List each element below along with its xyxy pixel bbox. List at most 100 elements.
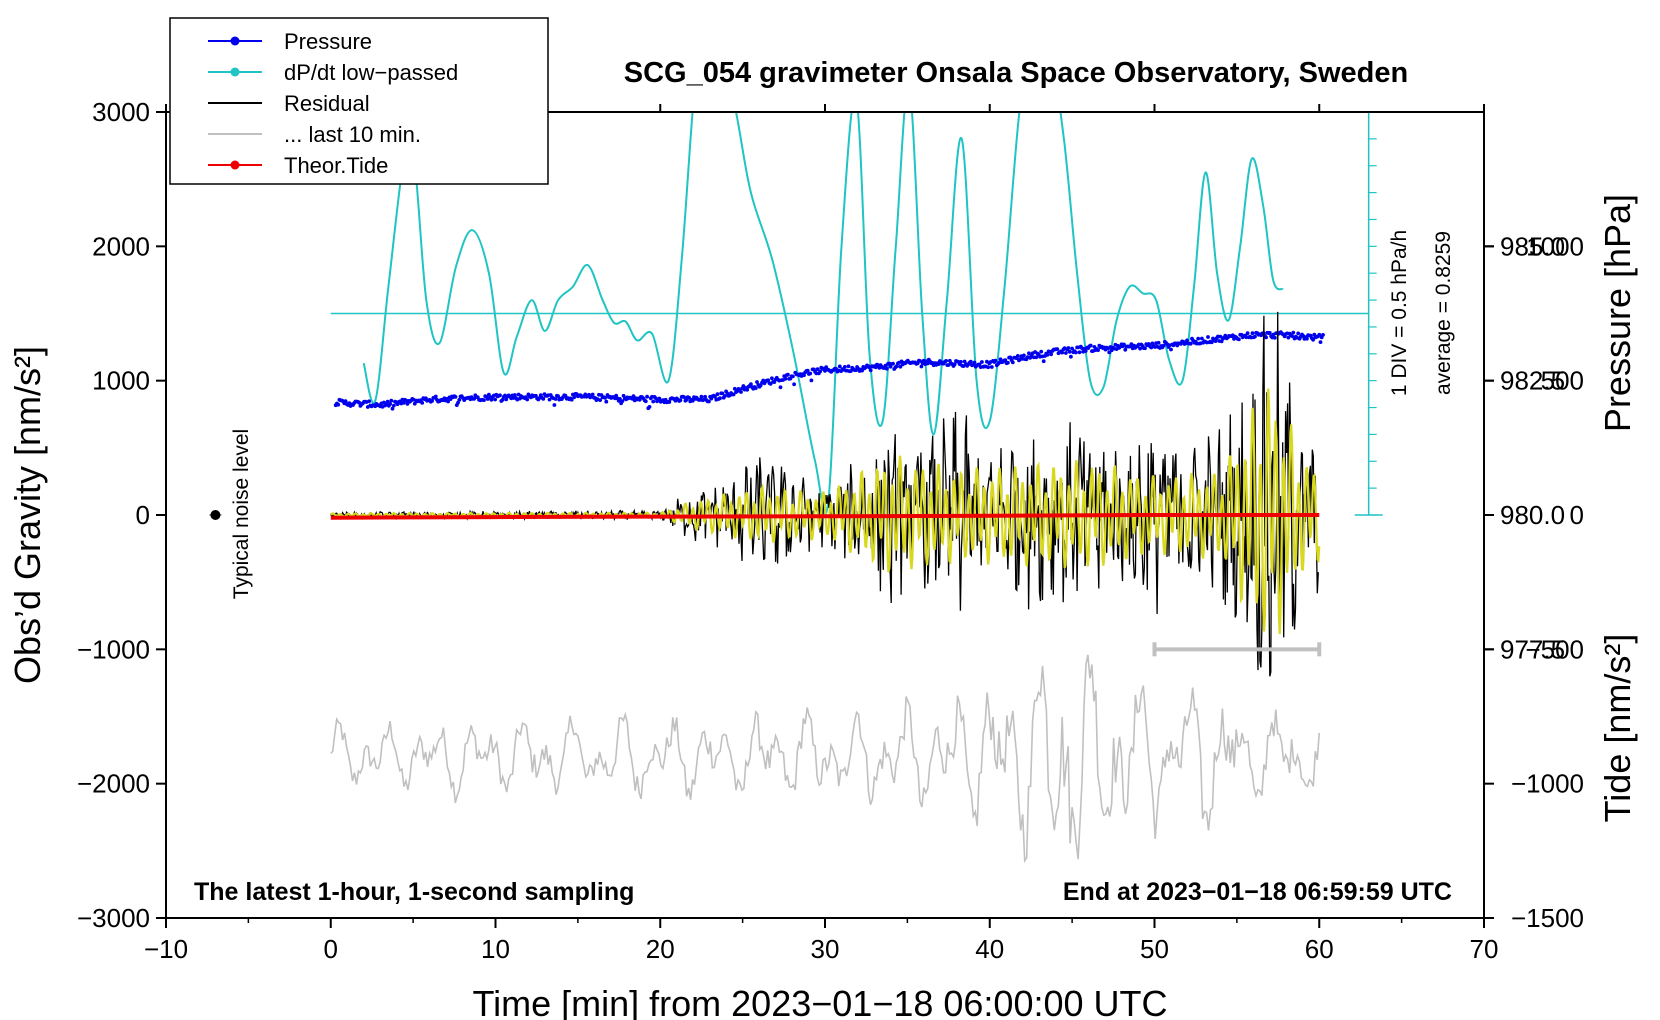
pressure-point <box>753 386 758 390</box>
pressure-point <box>336 402 341 407</box>
pressure-point <box>405 402 410 406</box>
y-tick-label-left: 1000 <box>92 366 150 396</box>
pressure-point <box>657 396 662 401</box>
pressure-point <box>493 397 497 402</box>
pressure-point <box>731 392 736 397</box>
pressure-point <box>1073 350 1078 355</box>
pressure-point <box>860 368 864 373</box>
pressure-point <box>388 402 392 406</box>
pressure-point <box>389 398 394 403</box>
pressure-point <box>792 382 796 387</box>
pressure-point <box>620 399 625 403</box>
y-tick-label-left: 3000 <box>92 97 150 127</box>
pressure-point <box>1045 353 1050 357</box>
pressure-point <box>1286 335 1291 340</box>
pressure-point <box>1055 347 1060 351</box>
pressure-point <box>1039 349 1044 354</box>
pressure-point <box>385 399 390 404</box>
pressure-point <box>390 406 395 411</box>
pressure-point <box>645 394 649 399</box>
pressure-point <box>952 362 957 367</box>
pressure-point <box>720 391 725 396</box>
legend-entries: Pressure dP/dt low−passed Residual ... last… <box>208 29 458 178</box>
pressure-point <box>1088 343 1093 348</box>
y-tick-label-tide: 1000 <box>1526 231 1584 261</box>
x-tick-label: 50 <box>1140 934 1169 964</box>
legend: Pressure dP/dt low−passed Residual ... last… <box>169 17 549 185</box>
pressure-point <box>868 368 873 373</box>
pressure-point <box>604 399 609 404</box>
pressure-point <box>1096 348 1100 352</box>
pressure-point <box>637 397 642 402</box>
pressure-point <box>718 396 722 401</box>
pressure-point <box>1049 352 1053 357</box>
pressure-point <box>972 360 977 365</box>
pressure-point <box>556 394 560 398</box>
pressure-point <box>1034 355 1039 360</box>
series-last-10-min-line <box>330 654 1320 864</box>
pressure-point <box>547 397 552 402</box>
pressure-point <box>1060 350 1065 355</box>
pressure-point <box>1264 335 1268 340</box>
y-tick-label-left: 2000 <box>92 231 150 261</box>
pressure-point <box>1200 336 1204 341</box>
pressure-point <box>367 399 371 404</box>
x-tick-label: 0 <box>324 934 338 964</box>
annotation-sampling: The latest 1-hour, 1-second sampling <box>194 878 634 906</box>
pressure-point <box>1291 330 1296 335</box>
y-tick-label-tide: −1500 <box>1511 903 1584 933</box>
pressure-point <box>786 372 790 377</box>
legend-marker <box>230 160 240 170</box>
y-tick-label-pressure: 985.0 <box>1500 231 1565 261</box>
pressure-point <box>590 392 595 397</box>
annotation-average: average = 0.8259 <box>1432 231 1455 395</box>
pressure-point <box>482 398 486 402</box>
pressure-point <box>1022 353 1026 358</box>
pressure-point <box>1250 331 1255 336</box>
chart-title: SCG_054 gravimeter Onsala Space Observat… <box>624 57 1408 89</box>
y-tick-label-tide: 500 <box>1541 366 1584 396</box>
y-tick-label-tide: 0 <box>1570 500 1584 530</box>
pressure-point <box>498 393 502 398</box>
y-tick-label-pressure: 977.5 <box>1500 634 1565 664</box>
y-tick-label-left: 0 <box>136 500 150 530</box>
pressure-point <box>453 395 458 399</box>
x-tick-label: 70 <box>1470 934 1499 964</box>
x-tick-label: 40 <box>975 934 1004 964</box>
pressure-point <box>968 359 973 364</box>
pressure-point <box>433 394 438 399</box>
series-tide-line <box>330 513 1320 520</box>
pressure-point <box>457 398 462 402</box>
pressure-point <box>842 365 847 369</box>
pressure-point <box>1122 342 1126 347</box>
pressure-point <box>563 393 568 398</box>
pressure-point <box>1169 347 1173 352</box>
pressure-point <box>456 400 460 405</box>
pressure-point <box>723 394 727 398</box>
pressure-point <box>891 361 895 366</box>
pressure-point <box>504 397 509 402</box>
legend-label: Residual <box>284 91 370 116</box>
pressure-point <box>993 358 998 363</box>
pressure-point <box>1066 346 1071 350</box>
pressure-point <box>1107 350 1112 355</box>
y-axis-title-tide: Tide [nm/s²] <box>1597 634 1638 823</box>
pressure-point <box>1305 336 1309 341</box>
pressure-point <box>805 368 810 373</box>
pressure-point <box>552 403 557 407</box>
y-axis-title-pressure: Pressure [hPa] <box>1597 194 1638 432</box>
pressure-point <box>713 394 717 399</box>
pressure-point <box>1156 340 1161 345</box>
pressure-point <box>986 365 990 370</box>
pressure-point <box>446 399 450 404</box>
pressure-point <box>618 397 622 401</box>
pressure-point <box>918 359 922 363</box>
pressure-point <box>1267 331 1272 335</box>
pressure-point <box>401 401 406 405</box>
pressure-point <box>1272 335 1277 340</box>
pressure-point <box>1253 334 1257 339</box>
x-tick-label: 30 <box>811 934 840 964</box>
pressure-point <box>1196 336 1201 341</box>
pressure-point <box>959 360 963 364</box>
